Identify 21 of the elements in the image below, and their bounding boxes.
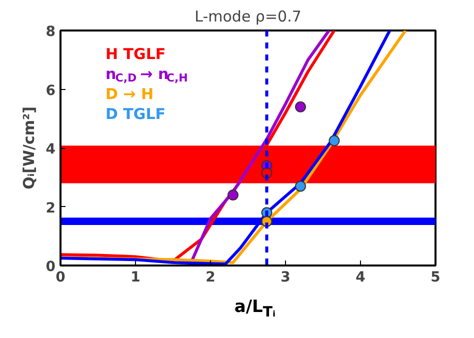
x-tick-label: 2 bbox=[206, 270, 216, 286]
x-tick-label: 4 bbox=[356, 270, 366, 286]
y-tick-label: 6 bbox=[46, 82, 56, 99]
y-tick-label: 8 bbox=[46, 24, 56, 40]
y-tick-label: 0 bbox=[46, 259, 56, 275]
text: D → H bbox=[106, 84, 154, 103]
point bbox=[295, 101, 306, 112]
text: D TGLF bbox=[106, 104, 166, 123]
x-tick-label: 1 bbox=[130, 270, 140, 286]
point bbox=[228, 190, 238, 200]
chart-title: L-mode ρ=0.7 bbox=[194, 8, 302, 26]
point bbox=[295, 180, 306, 192]
text: H TGLF bbox=[106, 45, 166, 63]
point bbox=[328, 135, 340, 146]
x-tick-label: 3 bbox=[280, 270, 290, 286]
y-tick-label: 2 bbox=[46, 200, 56, 216]
y-tick-label: 4 bbox=[46, 142, 56, 158]
x-tick-label: 5 bbox=[430, 270, 440, 286]
y-axis-title: Qᵢ[W/cm²] bbox=[20, 106, 38, 190]
x-axis-title: a/L$_{Tᵢ}$ bbox=[234, 297, 276, 320]
x-tick-label: 0 bbox=[56, 270, 66, 286]
